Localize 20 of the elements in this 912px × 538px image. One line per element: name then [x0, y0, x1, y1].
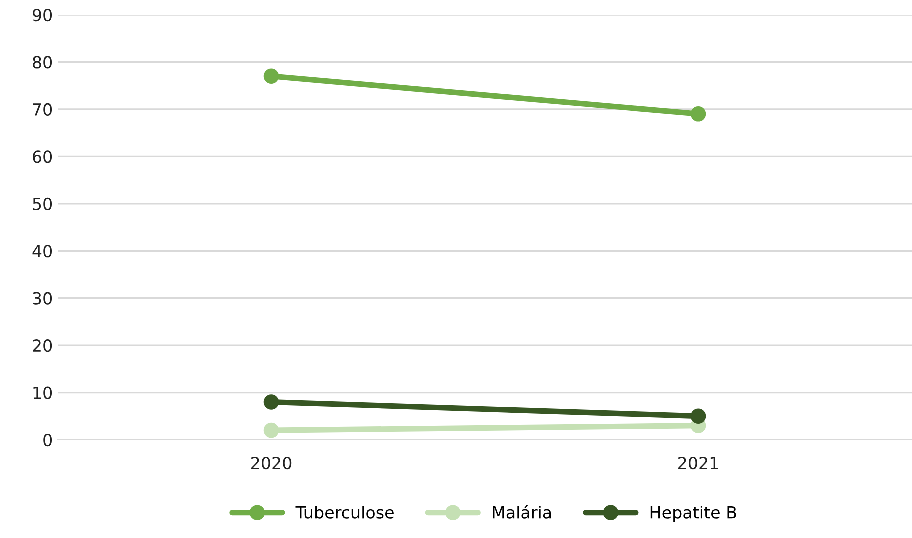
- y-tick-label: 0: [44, 434, 52, 447]
- legend-label: Hepatite B: [650, 506, 736, 522]
- x-tick-label: 2020: [252, 456, 292, 470]
- y-tick-label: 80: [33, 56, 52, 69]
- y-tick-label: 90: [32, 8, 52, 22]
- y-tick-label: 30: [33, 292, 52, 305]
- y-tick-label: 40: [32, 245, 52, 258]
- y-tick-label: 60: [33, 150, 52, 164]
- legend-label: Malária: [493, 505, 552, 519]
- point: [690, 106, 706, 122]
- x-tick-label: 2021: [678, 456, 718, 470]
- point: [264, 394, 280, 410]
- y-tick-label: 70: [33, 103, 52, 116]
- y-tick-label: 20: [33, 340, 52, 352]
- point: [264, 422, 280, 438]
- y-tick-label: 50: [33, 198, 52, 210]
- point: [690, 408, 706, 424]
- point: [264, 68, 280, 84]
- legend-label: Tuberculose: [296, 506, 394, 519]
- y-tick-label: 10: [34, 386, 52, 400]
